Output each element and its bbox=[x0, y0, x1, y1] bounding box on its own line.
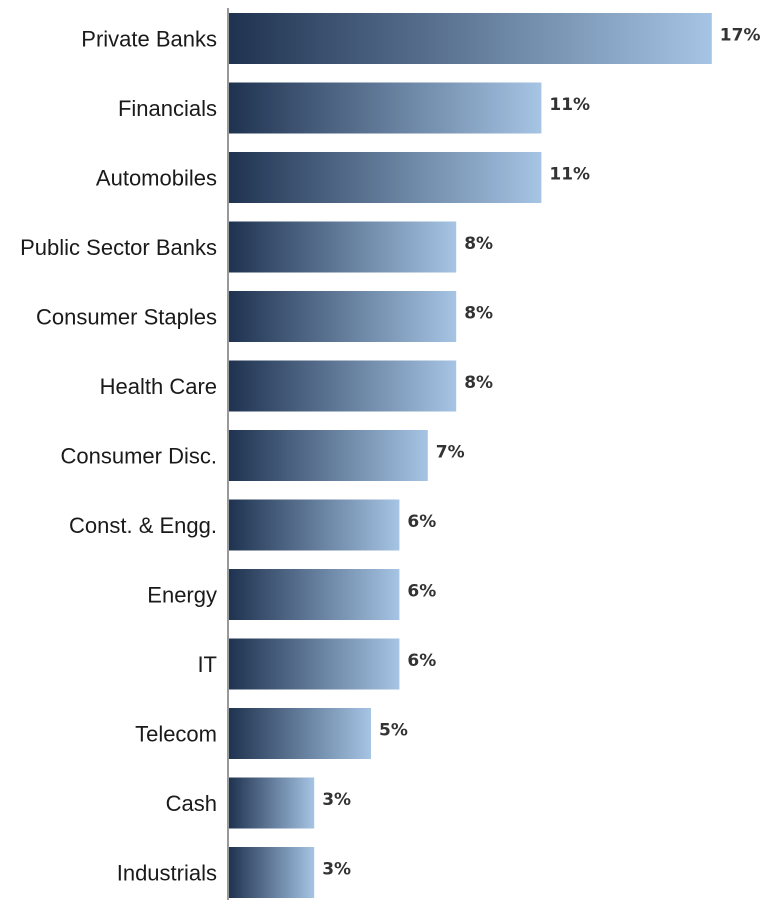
value-label-2: 11% bbox=[549, 165, 590, 185]
value-label-3: 8% bbox=[464, 234, 493, 254]
category-label-1: Financials bbox=[118, 96, 217, 121]
value-label-0: 17% bbox=[720, 26, 761, 46]
bar-1 bbox=[229, 82, 542, 134]
value-label-7: 6% bbox=[407, 512, 436, 532]
value-label-9: 6% bbox=[407, 651, 436, 671]
bar-11 bbox=[229, 777, 315, 829]
value-label-8: 6% bbox=[407, 582, 436, 602]
bar-7 bbox=[229, 499, 400, 551]
category-label-7: Const. & Engg. bbox=[69, 513, 217, 538]
category-label-9: IT bbox=[197, 652, 217, 677]
category-label-2: Automobiles bbox=[96, 166, 217, 191]
value-label-4: 8% bbox=[464, 304, 493, 324]
category-label-0: Private Banks bbox=[81, 27, 217, 52]
category-label-4: Consumer Staples bbox=[36, 305, 217, 330]
value-label-11: 3% bbox=[322, 790, 351, 810]
bar-10 bbox=[229, 708, 371, 759]
value-label-1: 11% bbox=[549, 95, 590, 115]
bar-0 bbox=[229, 13, 712, 64]
value-label-12: 3% bbox=[322, 860, 351, 880]
bar-6 bbox=[229, 430, 428, 481]
category-label-5: Health Care bbox=[100, 374, 217, 399]
bar-12 bbox=[229, 847, 315, 898]
bar-9 bbox=[229, 638, 400, 690]
bar-8 bbox=[229, 569, 400, 620]
category-label-11: Cash bbox=[166, 791, 217, 816]
category-label-10: Telecom bbox=[135, 722, 217, 747]
bar-2 bbox=[229, 152, 542, 203]
value-label-10: 5% bbox=[379, 721, 408, 741]
bar-5 bbox=[229, 360, 457, 412]
category-label-12: Industrials bbox=[117, 861, 217, 886]
value-label-5: 8% bbox=[464, 373, 493, 393]
category-label-3: Public Sector Banks bbox=[20, 235, 217, 260]
category-label-8: Energy bbox=[147, 583, 217, 608]
category-label-6: Consumer Disc. bbox=[61, 444, 217, 469]
bar-4 bbox=[229, 291, 457, 342]
bars-layer: Private Banks 17% Financials 11% Automobiles… bbox=[20, 13, 761, 898]
value-label-6: 7% bbox=[436, 443, 465, 463]
bar-3 bbox=[229, 221, 457, 273]
